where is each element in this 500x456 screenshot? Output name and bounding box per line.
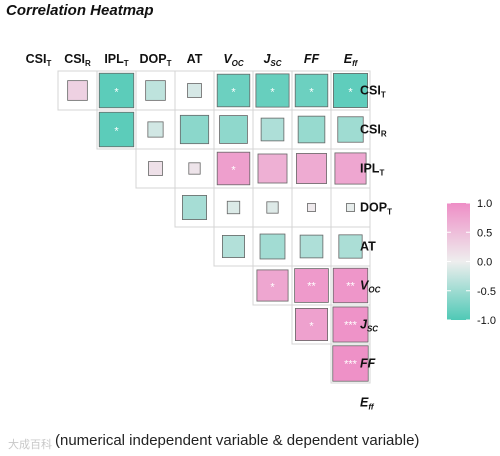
legend-tick-label: -1.0 — [477, 315, 496, 327]
grid-cell — [330, 343, 371, 384]
chart-title: Correlation Heatmap — [6, 2, 154, 19]
significance-label: * — [309, 321, 314, 333]
row-label: VOC — [360, 279, 381, 295]
column-label: JSC — [263, 52, 281, 68]
heatmap-cell — [256, 269, 289, 302]
heatmap-cell — [216, 151, 251, 186]
heatmap-cell — [257, 153, 288, 184]
heatmap-cell — [297, 115, 326, 144]
heatmap-cell — [67, 80, 88, 101]
row-label: CSIR — [360, 123, 387, 139]
heatmap-cell — [98, 72, 135, 109]
significance-label: *** — [344, 320, 358, 332]
legend-tick-label: -0.5 — [477, 286, 496, 298]
heatmap-cell — [145, 80, 166, 101]
heatmap-cell — [259, 233, 286, 260]
row-label: FF — [360, 357, 376, 371]
row-label: JSC — [360, 318, 378, 334]
color-legend: 1.0 0.5 0.0 -0.5 -1.0 — [447, 198, 496, 327]
column-label: CSIT — [26, 52, 52, 68]
legend-tick-label: 1.0 — [477, 198, 492, 210]
significance-label: ** — [346, 281, 355, 293]
row-label: IPLT — [360, 162, 384, 178]
heatmap-cell — [294, 73, 329, 108]
heatmap-cell — [299, 234, 324, 259]
heatmap-cell — [188, 162, 201, 175]
heatmap-cell — [307, 203, 316, 212]
heatmap-cell — [255, 73, 290, 108]
column-label: AT — [187, 52, 203, 66]
heatmap-cell — [334, 152, 367, 185]
heatmap-cell — [219, 115, 248, 144]
heatmap-cell — [179, 114, 210, 145]
heatmap-cell — [187, 83, 202, 98]
chart-caption: (numerical independent variable & depend… — [55, 432, 420, 449]
heatmap-cell — [98, 111, 135, 148]
row-label: AT — [360, 240, 376, 254]
column-label: FF — [304, 52, 320, 66]
heatmap-cell — [216, 73, 251, 108]
heatmap-cell — [147, 121, 164, 138]
heatmap-cell — [332, 306, 369, 343]
significance-label: * — [348, 87, 353, 99]
heatmap-cell — [294, 268, 329, 303]
legend-colorbar — [447, 203, 470, 320]
heatmap-cell — [148, 161, 163, 176]
significance-label: * — [309, 87, 314, 99]
significance-label: *** — [344, 359, 358, 371]
significance-label: * — [114, 126, 119, 138]
heatmap-cell — [332, 267, 369, 304]
column-label: VOC — [223, 52, 244, 68]
heatmap-cell — [266, 201, 279, 214]
heatmap-cell — [226, 200, 241, 215]
heatmap-cell — [338, 234, 363, 259]
row-label: CSIT — [360, 84, 386, 100]
column-label: IPLT — [104, 52, 128, 68]
column-label: Eff — [344, 52, 359, 68]
heatmap-cell — [182, 195, 207, 220]
legend-tick-label: 0.0 — [477, 257, 492, 269]
heatmap-cell — [222, 235, 245, 258]
label-layer: CSIT CSIT CSIR CSIR IPLT IPLT DOPT DOPT AT AT VOC V… — [26, 52, 392, 412]
heatmap-cell — [346, 203, 355, 212]
heatmap-cell — [337, 116, 364, 143]
significance-label: * — [270, 87, 275, 99]
heatmap-cell — [296, 153, 327, 184]
significance-label: ** — [307, 281, 316, 293]
significance-label: * — [231, 165, 236, 177]
column-label: CSIR — [64, 52, 91, 68]
significance-label: * — [114, 87, 119, 99]
significance-label: * — [231, 87, 236, 99]
heatmap-cell — [295, 308, 328, 341]
heatmap-cell — [333, 73, 368, 108]
row-label: DOPT — [360, 201, 392, 217]
watermark: 大成百科 — [8, 439, 52, 451]
legend-tick-label: 0.5 — [477, 227, 492, 239]
heatmap-cell — [260, 117, 285, 142]
significance-label: * — [270, 282, 275, 294]
column-label: DOPT — [140, 52, 172, 68]
grid-layer — [57, 70, 371, 384]
cell-layer: * * * * **** ** *** ****** — [67, 72, 369, 382]
row-label: Eff — [360, 396, 375, 412]
heatmap-cell — [332, 345, 369, 382]
